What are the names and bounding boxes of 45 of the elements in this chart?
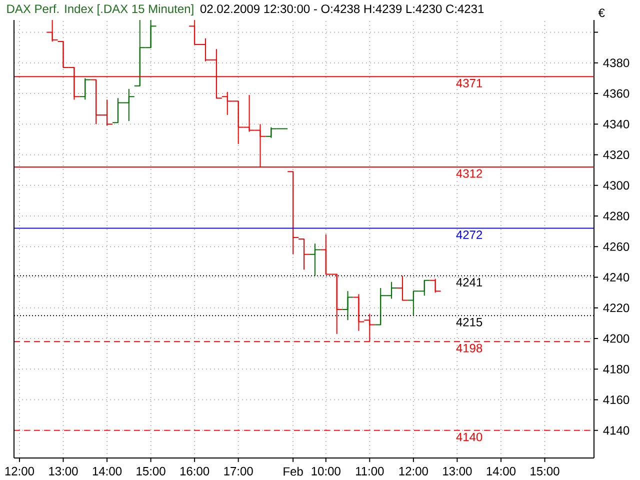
x-tick-label: 12:00: [5, 466, 34, 476]
candlestick: [46, 20, 58, 42]
y-tick-label: 4220: [603, 304, 630, 312]
ref-line-label: 4140: [456, 432, 482, 442]
y-tick-label: 4260: [603, 242, 630, 251]
y-tick-label: 4360: [603, 89, 630, 98]
y-tick-label: 4280: [603, 212, 630, 220]
x-tick-label: Feb: [284, 466, 303, 476]
candlestick: [342, 290, 354, 321]
x-tick-label: 13:00: [49, 466, 78, 476]
ref-line-label: 4241: [456, 278, 482, 286]
y-tick-label: 4140: [603, 426, 630, 435]
ref-line-label: 4272: [456, 230, 482, 239]
ref-line-label: 4312: [456, 169, 482, 178]
ref-line-label: 4371: [456, 78, 482, 88]
x-tick-label: 13:00: [443, 466, 472, 476]
ref-line-label: 4198: [456, 344, 482, 352]
candlestick: [287, 171, 300, 255]
x-tick-label: 15:00: [136, 466, 166, 476]
x-tick-label: 17:00: [224, 466, 253, 476]
candlestick: [352, 294, 365, 332]
ref-line-label: 4215: [456, 318, 482, 326]
candlestick: [308, 243, 321, 276]
candlestick: [429, 278, 442, 294]
y-tick-label: 4160: [603, 396, 630, 404]
candlestick: [79, 78, 92, 100]
y-tick-label: 4300: [603, 181, 630, 190]
y-tick-label: 4340: [603, 120, 630, 128]
x-tick-label: 12:00: [399, 466, 428, 476]
y-tick-label: 4380: [603, 58, 630, 68]
x-tick-label: 14:00: [486, 466, 516, 476]
candlestick: [396, 275, 408, 301]
x-tick-label: 15:00: [530, 466, 560, 476]
candlestick: [298, 238, 310, 270]
y-tick-label: 4240: [603, 273, 630, 282]
x-tick-label: 16:00: [180, 466, 210, 476]
y-tick-label: 4200: [603, 334, 630, 343]
x-tick-label: 10:00: [312, 466, 340, 476]
chart-subtitle: 02.02.2009 12:30:00 - O:4238 H:4239 L:4230 C:4231: [200, 4, 484, 14]
x-tick-label: 11:00: [356, 466, 384, 476]
y-tick-label: 4320: [603, 150, 630, 160]
y-axis-title: €: [598, 8, 605, 18]
y-tick-label: 4180: [603, 364, 630, 374]
x-tick-label: 14:00: [92, 466, 122, 476]
chart-title: DAX Perf. Index [.DAX 15 Minuten]: [7, 4, 194, 16]
